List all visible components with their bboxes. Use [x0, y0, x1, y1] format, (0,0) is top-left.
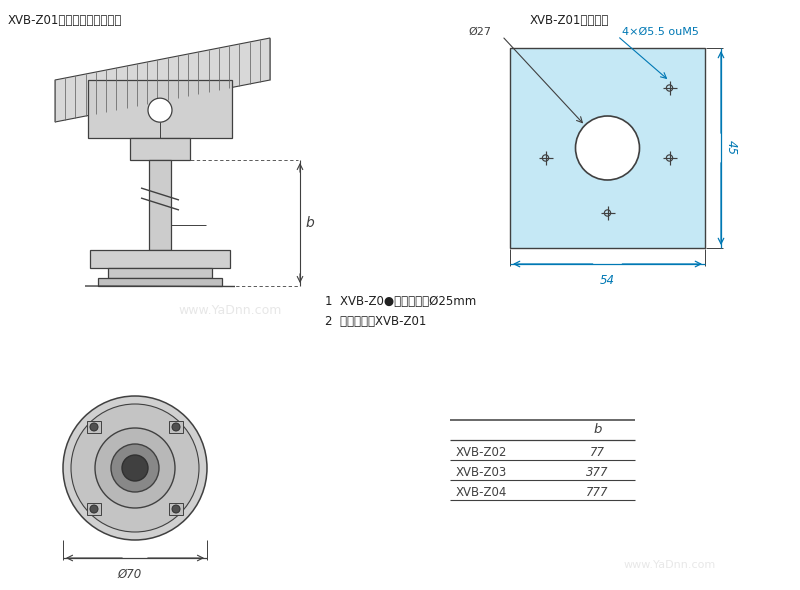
- Circle shape: [148, 98, 172, 122]
- Bar: [149, 160, 171, 250]
- Bar: [108, 268, 212, 278]
- Bar: [169, 503, 183, 515]
- Circle shape: [90, 423, 98, 431]
- Text: b: b: [594, 423, 602, 436]
- Bar: [169, 421, 183, 433]
- Text: 4×Ø5.5 ouM5: 4×Ø5.5 ouM5: [622, 27, 699, 37]
- Text: 45: 45: [725, 140, 738, 156]
- Circle shape: [575, 116, 639, 180]
- Circle shape: [111, 444, 159, 492]
- Text: Ø27: Ø27: [468, 27, 491, 37]
- Circle shape: [95, 428, 175, 508]
- Bar: [98, 278, 222, 286]
- Bar: [90, 250, 230, 268]
- Text: www.YaDnn.com: www.YaDnn.com: [624, 560, 716, 570]
- Text: 377: 377: [586, 466, 609, 478]
- Text: 2  水平固定板XVB-Z01: 2 水平固定板XVB-Z01: [325, 315, 426, 328]
- Text: XVB-Z03: XVB-Z03: [456, 466, 507, 478]
- Bar: [510, 48, 705, 248]
- Text: XVB-Z01开孔尺寸: XVB-Z01开孔尺寸: [530, 14, 610, 27]
- Polygon shape: [55, 38, 270, 122]
- Text: 54: 54: [600, 274, 615, 287]
- Bar: [130, 138, 190, 160]
- Bar: [88, 80, 232, 138]
- Text: 777: 777: [586, 486, 609, 499]
- Circle shape: [90, 505, 98, 513]
- Circle shape: [63, 396, 207, 540]
- Text: Ø70: Ø70: [118, 568, 142, 581]
- Circle shape: [172, 423, 180, 431]
- Bar: [87, 503, 101, 515]
- Text: 77: 77: [590, 445, 605, 458]
- Text: XVB-Z02: XVB-Z02: [456, 445, 507, 458]
- Circle shape: [122, 455, 148, 481]
- Text: 1  XVB-Z0●支撑管直径Ø25mm: 1 XVB-Z0●支撑管直径Ø25mm: [325, 295, 476, 308]
- Text: www.YaDnn.com: www.YaDnn.com: [178, 303, 282, 316]
- Text: XVB-Z04: XVB-Z04: [456, 486, 507, 499]
- Text: XVB-Z01水平固定板安装图解: XVB-Z01水平固定板安装图解: [8, 14, 122, 27]
- Circle shape: [172, 505, 180, 513]
- Bar: [87, 421, 101, 433]
- Circle shape: [71, 404, 199, 532]
- Text: b: b: [306, 216, 314, 230]
